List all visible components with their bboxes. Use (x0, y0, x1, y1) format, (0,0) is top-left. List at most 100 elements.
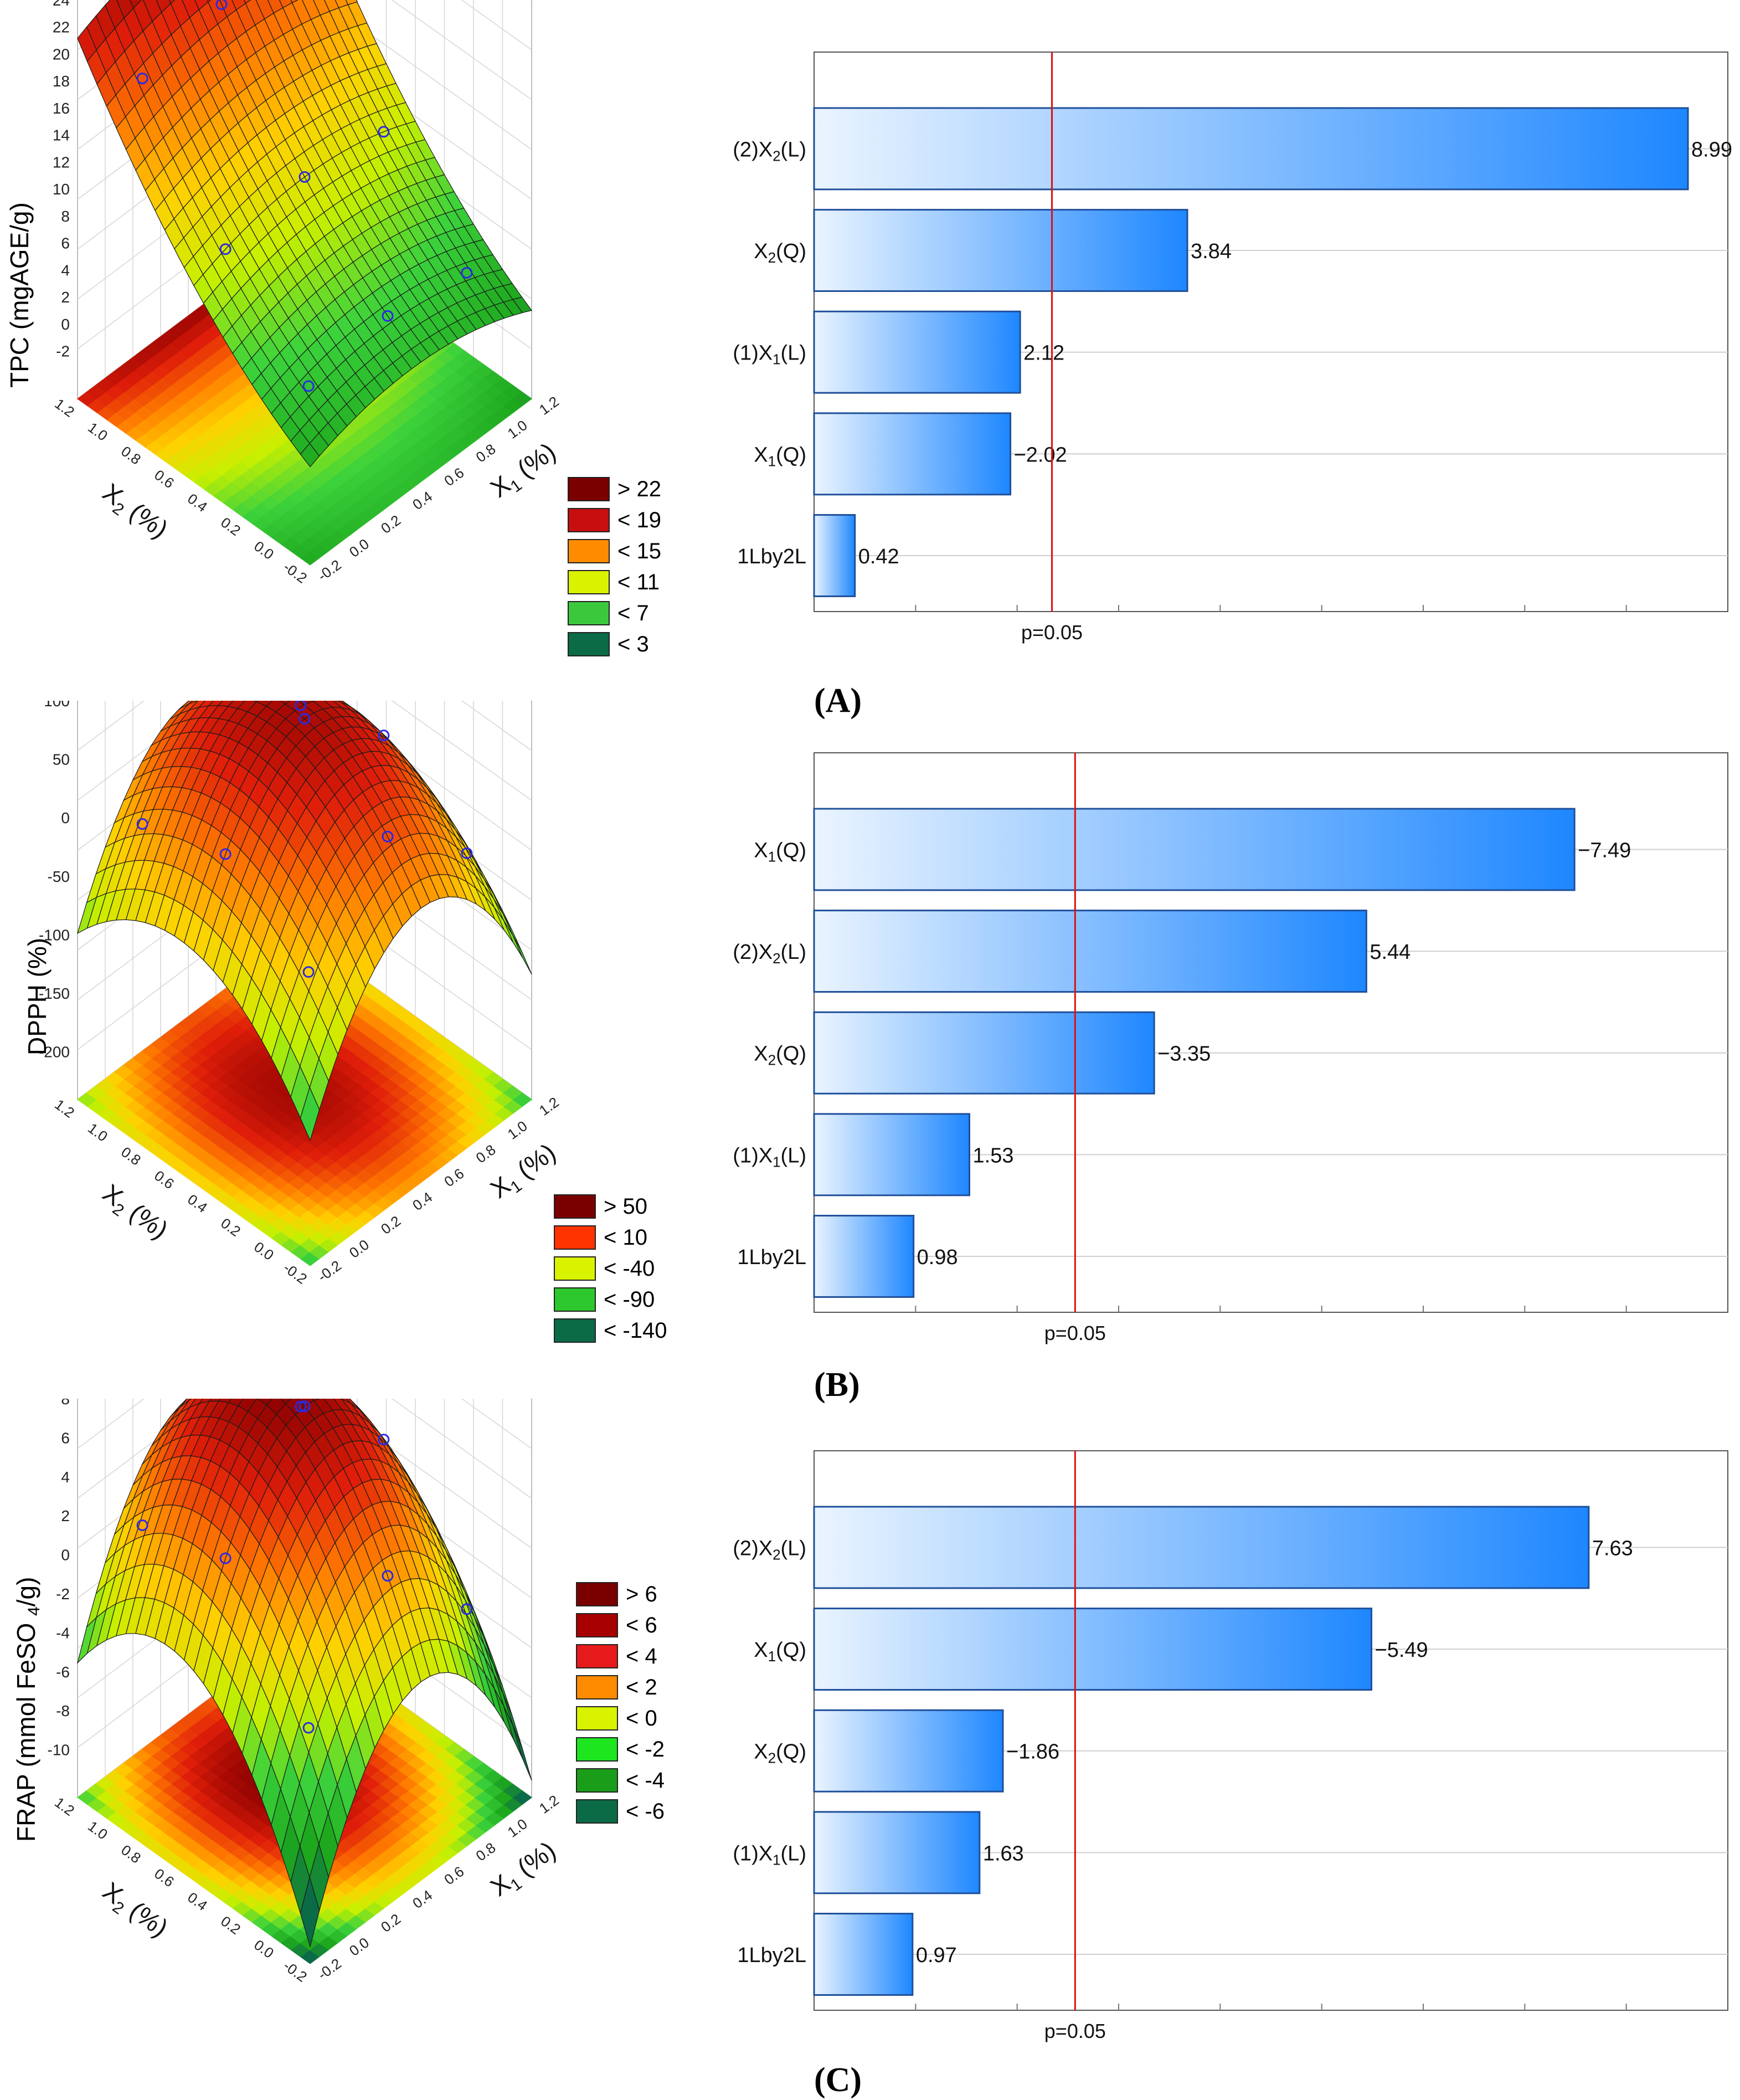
z-tick-label: 16 (53, 100, 70, 117)
category-label: X1(Q) (754, 839, 806, 865)
bar-value-label: 0.42 (858, 545, 899, 568)
legend-swatch (576, 1737, 618, 1762)
bar (814, 1114, 970, 1195)
z-tick-label: 2 (61, 1507, 70, 1524)
z-tick-label: 10 (53, 181, 70, 198)
y-tick-label: 0.0 (251, 1238, 277, 1264)
x-tick-label: 0.0 (346, 535, 372, 561)
x-tick-label: -0.2 (315, 556, 344, 584)
y-tick-label: 1.2 (52, 1096, 78, 1121)
bar-value-label: −3.35 (1157, 1043, 1211, 1066)
legend-label: > 6 (626, 1582, 657, 1607)
bar (814, 108, 1688, 189)
bar-value-label: 1.53 (973, 1144, 1014, 1167)
legend-item: < 19 (568, 505, 661, 536)
significance-label: p=0.05 (1044, 1322, 1106, 1344)
x-tick-label: 0.0 (346, 1934, 372, 1959)
category-label: X2(Q) (754, 1740, 806, 1767)
bar-value-label: 3.84 (1191, 240, 1232, 263)
x-tick-label: -0.2 (315, 1257, 344, 1285)
z-axis-title-a: TPC (mgAGE/g) (4, 202, 34, 388)
y-tick-label: 1.0 (85, 1817, 111, 1843)
legend-item: < -2 (576, 1734, 665, 1765)
y-tick-label: 1.2 (52, 1794, 78, 1819)
panel-label-c: (C) (814, 2061, 862, 2100)
bar-value-label: 0.97 (916, 1944, 957, 1967)
legend-item: < -4 (576, 1765, 665, 1796)
bar-value-label: −5.49 (1375, 1639, 1428, 1662)
bar (814, 311, 1020, 393)
legend-item: < -90 (554, 1284, 667, 1315)
legend-swatch (554, 1287, 596, 1312)
x-axis-title: X1 (%) (485, 1138, 563, 1207)
legend-b: > 50< 10< -40< -90< -140 (554, 1191, 667, 1346)
pareto-chart-b: −7.49X1(Q)5.44(2)X2(L)−3.35X2(Q)1.53(1)X… (720, 740, 1733, 1354)
legend-item: > 50 (554, 1191, 667, 1222)
z-tick-label: 4 (61, 1469, 70, 1486)
y-tick-label: 0.2 (218, 1913, 244, 1938)
bar-value-label: 7.63 (1592, 1537, 1633, 1560)
category-label: 1Lby2L (737, 1944, 806, 1967)
y-tick-label: 0.6 (151, 1865, 177, 1891)
legend-item: < 2 (576, 1672, 665, 1703)
legend-swatch (554, 1256, 596, 1281)
z-tick-label: 8 (61, 1399, 70, 1408)
category-label: X2(Q) (754, 1043, 806, 1069)
x-tick-label: 0.2 (378, 1911, 404, 1936)
bar (814, 1609, 1372, 1690)
x-tick-label: 0.6 (441, 464, 467, 490)
z-tick-label: 4 (61, 261, 70, 279)
x-tick-label: 1.0 (505, 1815, 531, 1841)
z-tick-label: 6 (61, 235, 70, 252)
bar-value-label: −7.49 (1578, 839, 1631, 862)
z-tick-label: 24 (53, 0, 70, 9)
legend-label: < 3 (617, 632, 649, 657)
legend-swatch (568, 539, 610, 563)
category-label: X2(Q) (754, 240, 806, 266)
y-tick-label: -0.2 (280, 558, 310, 587)
legend-item: > 22 (568, 474, 661, 505)
bar (814, 1710, 1003, 1791)
category-label: X1(Q) (754, 1639, 806, 1665)
legend-label: < -90 (604, 1287, 655, 1312)
legend-swatch (554, 1318, 596, 1343)
y-tick-label: 0.4 (184, 1889, 210, 1914)
bar (814, 515, 855, 597)
legend-swatch (576, 1582, 618, 1606)
legend-label: < 2 (626, 1675, 657, 1700)
legend-label: < -4 (626, 1768, 665, 1793)
x-tick-label: -0.2 (315, 1955, 344, 1983)
z-axis-title-b: DPPH (%) (22, 938, 52, 1055)
bar (814, 1012, 1154, 1093)
legend-swatch (576, 1644, 618, 1668)
z-tick-label: 22 (53, 19, 70, 36)
x-tick-label: 0.4 (409, 1189, 435, 1214)
category-label: (1)X1(L) (733, 1842, 806, 1868)
y-tick-label: 1.0 (85, 1120, 111, 1145)
y-tick-label: 0.2 (218, 1215, 244, 1240)
y-axis-title: X2 (%) (95, 1876, 173, 1945)
x-tick-label: 0.4 (409, 1887, 435, 1912)
bar-value-label: 1.63 (983, 1842, 1024, 1865)
bar-value-label: 8.99 (1691, 138, 1732, 161)
y-tick-label: 0.8 (118, 443, 144, 468)
x-tick-label: 0.8 (473, 440, 499, 466)
bar-value-label: 5.44 (1370, 941, 1410, 964)
bar-value-label: 2.12 (1023, 342, 1064, 365)
z-tick-label: 0 (61, 809, 70, 826)
legend-label: < -40 (604, 1256, 655, 1281)
y-tick-label: 0.6 (151, 466, 177, 492)
legend-label: < 15 (617, 539, 661, 564)
x-axis-title: X1 (%) (485, 437, 563, 506)
legend-c: > 6< 6< 4< 2< 0< -2< -4< -6 (576, 1579, 665, 1827)
x-tick-label: 1.2 (536, 1093, 562, 1119)
category-label: X1(Q) (754, 443, 806, 469)
category-label: 1Lby2L (737, 1246, 806, 1269)
bar (814, 1216, 914, 1297)
legend-item: < 11 (568, 567, 661, 598)
y-tick-label: 0.4 (184, 490, 210, 516)
z-axis-title-c: FRAP (mmol FeSO 4/g) (11, 1577, 44, 1842)
x-axis-title: X1 (%) (485, 1836, 563, 1905)
legend-item: < 15 (568, 536, 661, 567)
